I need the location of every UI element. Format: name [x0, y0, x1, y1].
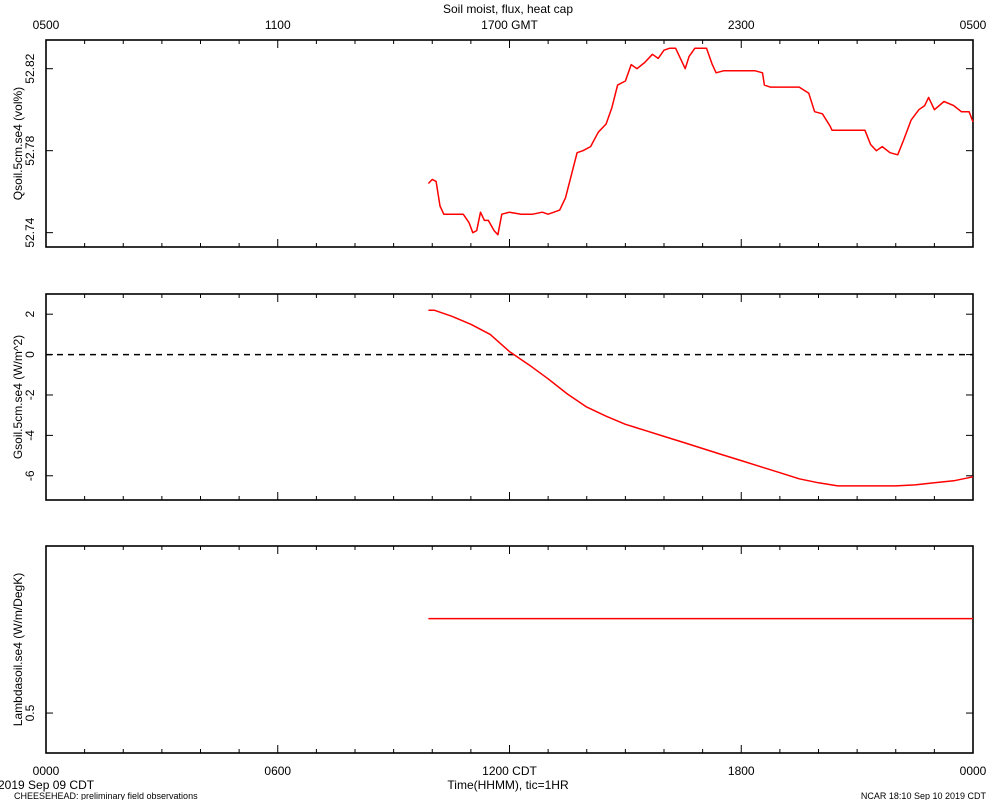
- bottom-axis-tick-label: 1800: [728, 764, 755, 778]
- y-axis-label: Qsoil.5cm.se4 (vol%): [11, 87, 25, 200]
- footer-left: CHEESEHEAD: preliminary field observatio…: [14, 791, 198, 800]
- y-axis-label: Lambdasoil.se4 (W/m/DegK): [11, 573, 25, 726]
- bottom-axis-tick-label: 0000: [960, 764, 987, 778]
- bottom-axis-tick-label: 0600: [264, 764, 291, 778]
- top-axis-tick-label: 1100: [265, 18, 291, 32]
- plot-frame: [45, 293, 974, 501]
- date-label: 2019 Sep 09 CDT: [0, 778, 95, 792]
- series-line: [427, 47, 974, 236]
- y-tick-label: 0: [23, 351, 37, 358]
- series-line: [428, 309, 974, 487]
- x-axis-label: Time(HHMM), tic=1HR: [447, 778, 569, 792]
- y-axis-label: Gsoil.5cm.se4 (W/m^2): [11, 335, 25, 459]
- top-axis-tick-label: 2300: [728, 18, 755, 32]
- y-tick-label: 52.74: [23, 217, 37, 247]
- figure-title: Soil moist, flux, heat cap: [443, 2, 573, 16]
- panel-soil-heat-flux: -6 -4 -2 0 2 Gsoil.5cm.se4 (W/m^2): [11, 293, 974, 501]
- top-axis-tick-label: 0500: [33, 18, 60, 32]
- top-axis-tick-label: 1700 GMT: [481, 18, 538, 32]
- bottom-axis-tick-label: 1200 CDT: [482, 764, 537, 778]
- plot-frame: [45, 545, 974, 754]
- bottom-axis-tick-label: 0000: [33, 764, 60, 778]
- y-tick-label: -2: [23, 389, 37, 400]
- top-axis-tick-label: 0500: [960, 18, 987, 32]
- bottom-axis-ticks: 0000 0600 1200 CDT 1800 0000: [33, 764, 987, 778]
- panel-soil-moisture: 52.74 52.78 52.82 Qsoil.5cm.se4 (vol%): [11, 39, 974, 248]
- plot-frame: [45, 39, 974, 248]
- y-tick-label: 52.78: [23, 135, 37, 165]
- footer-right: NCAR 18:10 Sep 10 2019 CDT: [861, 791, 987, 800]
- y-tick-label: 2: [23, 311, 37, 318]
- y-tick-label: -4: [23, 430, 37, 441]
- y-tick-label: 0.5: [23, 704, 37, 721]
- y-tick-label: 52.82: [23, 53, 37, 83]
- top-axis-ticks: 0500 1100 1700 GMT 2300 0500: [33, 18, 987, 32]
- y-tick-label: -6: [23, 470, 37, 481]
